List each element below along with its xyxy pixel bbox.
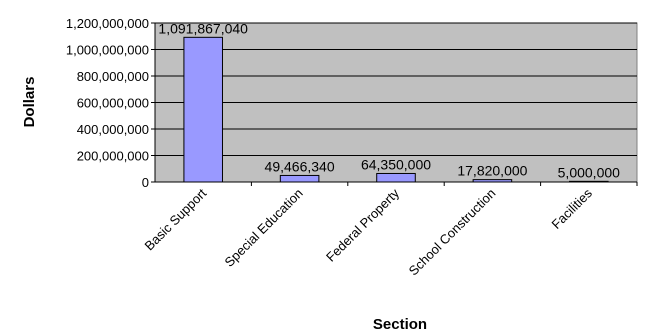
y-tick-labels: 0 200,000,000 400,000,000 600,000,000 800,00… [66, 16, 155, 190]
x-tick-labels: Basic Support Special Education Federal Pr… [141, 182, 638, 279]
y-axis-title: Dollars [21, 77, 38, 128]
x-tick-label: School Construction [406, 186, 499, 279]
data-label: 64,350,000 [361, 156, 431, 172]
y-tick-label: 0 [142, 175, 149, 190]
data-label: 17,820,000 [457, 163, 527, 179]
x-tick-label: Basic Support [141, 185, 209, 253]
y-tick-label: 200,000,000 [77, 149, 149, 164]
data-label: 5,000,000 [558, 164, 620, 180]
bars [183, 36, 609, 183]
y-tick-label: 600,000,000 [77, 96, 149, 111]
data-labels: 1,091,867,040 49,466,340 64,350,000 17,820,… [158, 20, 620, 180]
y-tick-label: 400,000,000 [77, 122, 149, 137]
x-axis-title: Section [373, 316, 427, 333]
data-label: 49,466,340 [265, 158, 335, 174]
bar [279, 174, 320, 183]
y-tick-label: 800,000,000 [77, 69, 149, 84]
y-tick-label: 1,200,000,000 [66, 16, 149, 31]
x-tick-label: Special Education [222, 186, 306, 270]
bar [376, 172, 416, 183]
x-tick-label: Federal Property [323, 185, 402, 264]
gridlines [155, 22, 637, 156]
bar [183, 36, 223, 183]
y-tick-label: 1,000,000,000 [66, 43, 149, 58]
data-label: 1,091,867,040 [158, 20, 248, 36]
x-tick-label: Facilities [549, 185, 596, 232]
